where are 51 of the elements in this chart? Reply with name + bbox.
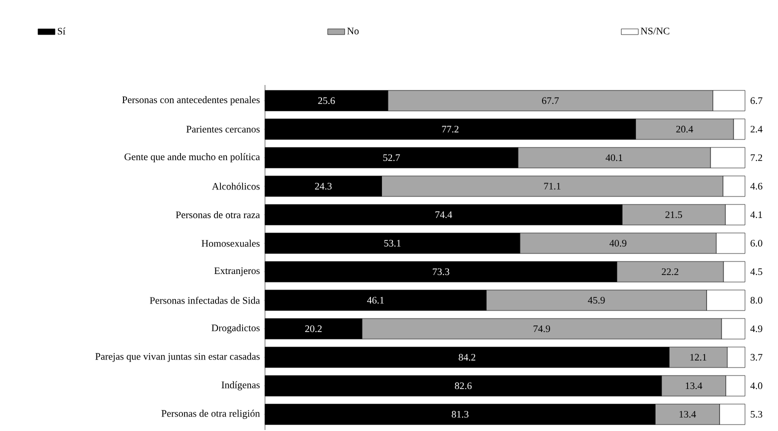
data-label: 7.2 — [750, 154, 762, 162]
data-label: 4.5 — [750, 268, 762, 276]
data-label: 12.1 — [690, 354, 706, 361]
data-label: 77.2 — [442, 126, 458, 133]
y-tick-label: Indígenas — [222, 381, 260, 390]
data-label: 5.3 — [750, 410, 762, 418]
data-label: 74.9 — [534, 325, 550, 332]
data-label: 45.9 — [588, 296, 605, 304]
data-label: 74.4 — [436, 211, 452, 218]
data-label: 6.7 — [750, 97, 762, 104]
data-label: 4.0 — [750, 382, 762, 390]
data-label: 82.6 — [454, 382, 472, 390]
legend-label: No — [347, 28, 359, 34]
data-label: 53.1 — [384, 240, 401, 247]
data-label: 67.7 — [542, 97, 559, 104]
y-tick-label: Homosexuales — [202, 240, 260, 247]
y-tick-label: Personas infectadas de Sida — [150, 296, 260, 304]
data-label: 3.7 — [750, 354, 762, 361]
data-label: 81.3 — [452, 410, 468, 418]
data-label: 25.6 — [318, 97, 335, 104]
data-label: 20.2 — [305, 325, 322, 332]
data-label: 2.4 — [750, 126, 762, 133]
data-label: 24.3 — [315, 182, 332, 190]
data-label: 21.5 — [665, 211, 682, 218]
y-tick-label: Parejas que vivan juntas sin estar casadas — [95, 352, 260, 362]
data-label: 71.1 — [544, 182, 560, 190]
y-tick-label: Drogadictos — [212, 324, 260, 334]
data-label: 40.9 — [610, 240, 626, 247]
data-label: 84.2 — [458, 354, 476, 361]
data-label: 4.9 — [750, 325, 762, 332]
legend-label: NS/NC — [640, 28, 670, 34]
data-label: 40.1 — [606, 154, 622, 162]
data-label: 46.1 — [367, 296, 384, 304]
data-label: 4.1 — [750, 211, 762, 218]
data-label: 4.6 — [750, 182, 762, 190]
data-label: 20.4 — [676, 126, 694, 133]
data-label: 6.0 — [750, 240, 762, 247]
y-tick-label: Personas con antecedentes penales — [122, 96, 260, 106]
y-tick-label: Alcohólicos — [212, 182, 260, 190]
y-tick-label: Personas de otra religión — [161, 410, 260, 419]
y-tick-label: Extranjeros — [214, 267, 260, 276]
y-tick-label: Personas de otra raza — [176, 211, 260, 218]
data-label: 13.4 — [686, 382, 702, 390]
data-label: 73.3 — [432, 268, 450, 276]
data-label: 52.7 — [383, 154, 400, 162]
y-tick-label: Gente que ande mucho en política — [124, 153, 260, 162]
data-label: 8.0 — [750, 296, 762, 304]
data-label: 13.4 — [680, 410, 696, 418]
data-label: 22.2 — [662, 268, 678, 276]
y-tick-label: Parientes cercanos — [186, 126, 260, 133]
legend-label: Sí — [58, 28, 66, 35]
